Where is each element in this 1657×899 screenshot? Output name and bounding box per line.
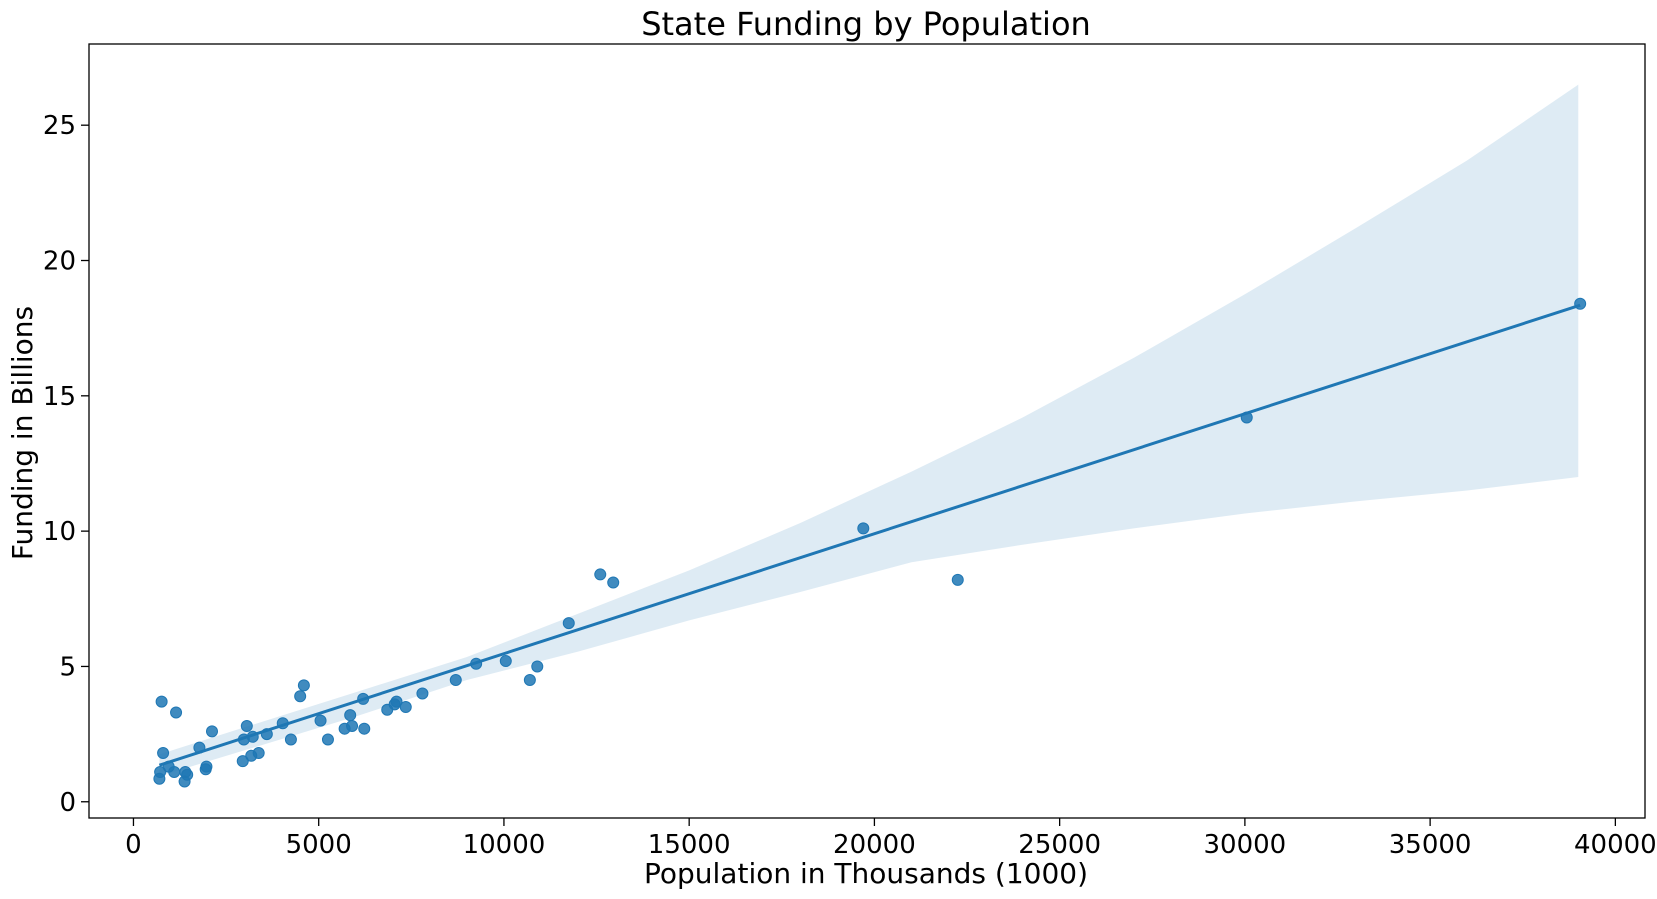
data-point <box>200 760 213 773</box>
data-point <box>1574 297 1587 310</box>
data-point <box>236 755 249 768</box>
data-point <box>562 617 575 630</box>
data-point <box>499 655 512 668</box>
x-tick-label: 5000 <box>286 830 352 860</box>
data-points-layer <box>153 297 1587 788</box>
x-tick-label: 15000 <box>648 830 731 860</box>
data-point <box>523 673 536 686</box>
data-point <box>154 765 167 778</box>
data-point <box>297 679 310 692</box>
data-point <box>344 709 357 722</box>
x-tick-label: 30000 <box>1204 830 1287 860</box>
data-point <box>284 733 297 746</box>
x-tick-label: 40000 <box>1574 830 1657 860</box>
data-point <box>276 717 289 730</box>
data-point <box>168 765 181 778</box>
y-tick-label: 0 <box>59 788 76 818</box>
data-point <box>193 741 206 754</box>
data-point <box>246 730 259 743</box>
data-point <box>170 706 183 719</box>
y-axis-label: Funding in Billions <box>6 306 39 560</box>
x-tick-label: 20000 <box>833 830 916 860</box>
data-point <box>155 695 168 708</box>
data-point <box>416 687 429 700</box>
data-point <box>857 522 870 535</box>
x-tick-label: 25000 <box>1018 830 1101 860</box>
confidence-band-layer <box>159 84 1579 777</box>
chart-title: State Funding by Population <box>641 5 1091 43</box>
data-point <box>951 573 964 586</box>
data-point <box>1240 411 1253 424</box>
data-point <box>157 747 170 760</box>
data-point <box>449 673 462 686</box>
data-point <box>594 568 607 581</box>
plot-frame <box>88 43 1646 819</box>
x-axis-label: Population in Thousands (1000) <box>644 857 1088 890</box>
y-tick-label: 10 <box>43 517 76 547</box>
data-point <box>358 722 371 735</box>
regression-line-layer <box>158 303 1581 767</box>
confidence-band <box>159 84 1579 777</box>
x-axis-ticks: 0 5000 10000 15000 20000 25000 30000 35000 40000 <box>125 818 1657 860</box>
data-point <box>252 747 265 760</box>
data-point <box>607 576 620 589</box>
data-point <box>531 660 544 673</box>
y-axis-ticks: 0 5 10 15 20 25 <box>43 111 89 818</box>
data-point <box>294 690 307 703</box>
data-point <box>357 692 370 705</box>
data-point <box>314 714 327 727</box>
x-tick-label: 10000 <box>463 830 546 860</box>
data-point <box>390 695 403 708</box>
x-tick-label: 35000 <box>1389 830 1472 860</box>
data-point <box>346 719 359 732</box>
y-tick-label: 5 <box>59 652 76 682</box>
data-point <box>240 719 253 732</box>
data-point <box>470 657 483 670</box>
x-tick-label: 0 <box>125 830 142 860</box>
y-tick-label: 25 <box>43 111 76 141</box>
data-point <box>181 768 194 781</box>
regression-line <box>158 303 1581 767</box>
y-tick-label: 20 <box>43 247 76 277</box>
data-point <box>399 701 412 714</box>
data-point <box>205 725 218 738</box>
data-point <box>260 728 273 741</box>
data-point <box>321 733 334 746</box>
y-tick-label: 15 <box>43 382 76 412</box>
